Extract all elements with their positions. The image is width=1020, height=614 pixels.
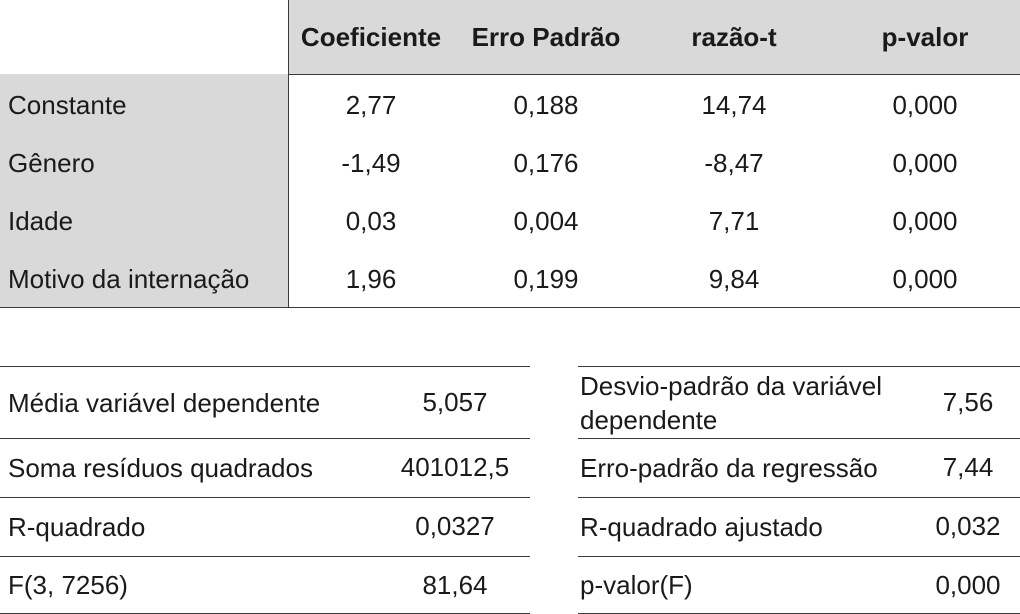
stats-row: Erro-padrão da regressão 7,44 [578,439,1020,496]
stats-divider [578,497,1020,498]
table-bottom-border [0,307,1020,308]
stats-divider [578,556,1020,557]
stats-value: 5,057 [422,387,488,417]
cell-erro-padrao: 0,176 [513,147,579,178]
header-razao-t: razão-t [691,21,777,52]
stats-label: R-quadrado [8,511,146,542]
stats-row: Média variável dependente 5,057 [0,367,530,438]
vertical-divider [288,0,289,308]
cell-coeficiente: 2,77 [345,89,397,120]
header-divider [288,74,1020,75]
cell-erro-padrao: 0,188 [513,89,579,120]
cell-coeficiente: 0,03 [345,205,397,236]
stats-divider [0,438,530,439]
row-label: Constante [8,89,127,120]
header-background [288,0,1020,74]
stats-label: Erro-padrão da regressão [580,452,878,483]
stats-value: 401012,5 [400,452,510,482]
row-label-background [0,74,288,308]
stats-table-left: Média variável dependente 5,057 Soma res… [0,366,530,614]
stats-label: F(3, 7256) [8,570,128,600]
table-row: Gênero -1,49 0,176 -8,47 0,000 [0,134,1020,192]
stats-label: R-quadrado ajustado [580,511,823,542]
stats-row: Desvio-padrão da variável dependente 7,5… [578,367,1020,438]
table-row: Motivo da internação 1,96 0,199 9,84 0,0… [0,250,1020,308]
row-label: Motivo da internação [8,263,250,294]
cell-erro-padrao: 0,199 [513,263,579,294]
stats-value: 81,64 [422,569,488,600]
cell-p-valor: 0,000 [892,263,958,294]
stats-table-right: Desvio-padrão da variável dependente 7,5… [578,366,1020,614]
row-label: Idade [8,205,74,236]
cell-razao-t: 14,74 [701,89,767,120]
stats-value: 0,000 [935,569,1001,600]
cell-razao-t: -8,47 [704,147,764,178]
stats-divider [0,366,530,367]
stats-divider [578,438,1020,439]
cell-coeficiente: 1,96 [345,263,397,294]
cell-p-valor: 0,000 [892,89,958,120]
stats-label: Desvio-padrão da variável dependente [580,370,883,435]
stats-row: Soma resíduos quadrados 401012,5 [0,439,530,496]
cell-coeficiente: -1,49 [341,147,401,178]
stats-divider [578,366,1020,367]
stats-label: Soma resíduos quadrados [8,452,313,483]
stats-row: p-valor(F) 0,000 [578,557,1020,613]
cell-erro-padrao: 0,004 [513,205,579,236]
stats-value: 7,44 [942,452,994,482]
cell-razao-t: 7,71 [708,205,760,236]
table-row: Constante 2,77 0,188 14,74 0,000 [0,76,1020,134]
header-coeficiente: Coeficiente [300,21,442,52]
stats-value: 0,032 [935,511,1001,541]
cell-p-valor: 0,000 [892,205,958,236]
stats-divider [0,556,530,557]
row-label: Gênero [8,147,95,178]
stats-row: R-quadrado ajustado 0,032 [578,498,1020,555]
stats-label: p-valor(F) [580,570,693,600]
table-row: Idade 0,03 0,004 7,71 0,000 [0,192,1020,250]
stats-row: R-quadrado 0,0327 [0,498,530,555]
stats-divider [0,497,530,498]
header-erro-padrao: Erro Padrão [471,21,621,52]
cell-razao-t: 9,84 [708,263,760,294]
stats-value: 0,0327 [415,511,495,541]
stats-label: Média variável dependente [8,387,321,418]
cell-p-valor: 0,000 [892,147,958,178]
stats-row: F(3, 7256) 81,64 [0,557,530,613]
stats-value: 7,56 [942,387,994,417]
header-p-valor: p-valor [881,21,969,52]
